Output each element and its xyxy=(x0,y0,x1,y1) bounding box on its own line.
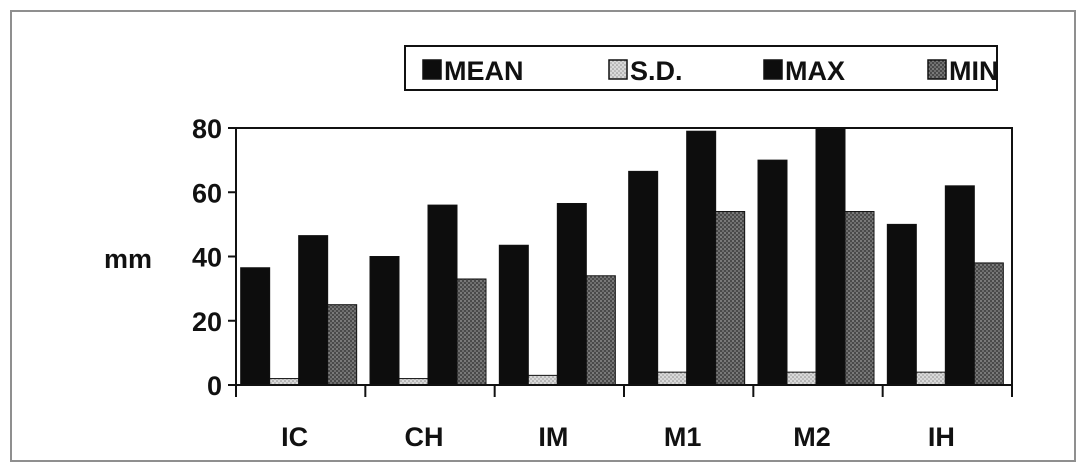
legend-swatch-sd xyxy=(608,59,628,80)
bar-mean-ih xyxy=(886,223,917,386)
x-tick-label: M1 xyxy=(664,422,702,452)
x-tick-label: IC xyxy=(281,422,308,452)
legend-label: S.D. xyxy=(630,56,683,86)
legend-box xyxy=(404,45,998,91)
bar-min-ih xyxy=(973,262,1004,386)
bar-mean-ch xyxy=(369,256,400,386)
x-tick-label: IH xyxy=(928,422,955,452)
legend-label: MEAN xyxy=(444,56,524,86)
legend-swatch-min xyxy=(927,59,947,80)
bar-sd-m2 xyxy=(786,371,817,386)
bar-max-ic xyxy=(298,235,329,386)
legend-swatch-max xyxy=(763,59,783,80)
bar-sd-im xyxy=(527,374,558,386)
bar-sd-ih xyxy=(915,371,946,386)
y-axis-label: mm xyxy=(104,244,152,274)
bar-min-ic xyxy=(327,304,358,386)
y-tick-label: 60 xyxy=(192,178,222,208)
bar-max-m2 xyxy=(815,127,846,386)
x-tick-label: CH xyxy=(405,422,444,452)
bar-max-ch xyxy=(427,204,458,386)
bars-group xyxy=(240,127,1004,386)
bar-min-im xyxy=(585,275,616,386)
bar-min-ch xyxy=(456,278,487,386)
legend-label: MIN xyxy=(949,56,999,86)
bar-mean-m1 xyxy=(628,170,659,386)
x-tick-label: IM xyxy=(538,422,568,452)
bar-mean-im xyxy=(498,244,529,386)
bar-min-m2 xyxy=(844,211,875,386)
x-axis: IC CH IM M1 M2 IH xyxy=(235,385,1013,452)
y-tick-label: 20 xyxy=(192,307,222,337)
y-tick-label: 40 xyxy=(192,243,222,273)
bar-mean-ic xyxy=(240,267,271,386)
bar-min-m1 xyxy=(715,211,746,386)
y-axis: 0 20 40 60 80 xyxy=(192,114,236,401)
bar-max-im xyxy=(556,202,587,386)
bar-max-ih xyxy=(944,185,975,386)
legend: MEAN S.D. MAX MIN xyxy=(404,45,999,91)
bar-sd-m1 xyxy=(657,371,688,386)
x-tick-label: M2 xyxy=(793,422,831,452)
plot-area-border xyxy=(235,127,1013,386)
y-tick-label: 80 xyxy=(192,114,222,144)
y-tick-label: 0 xyxy=(207,371,222,401)
legend-swatch-mean xyxy=(422,59,442,80)
bar-max-m1 xyxy=(686,130,717,386)
legend-label: MAX xyxy=(785,56,845,86)
bar-mean-m2 xyxy=(757,159,788,386)
